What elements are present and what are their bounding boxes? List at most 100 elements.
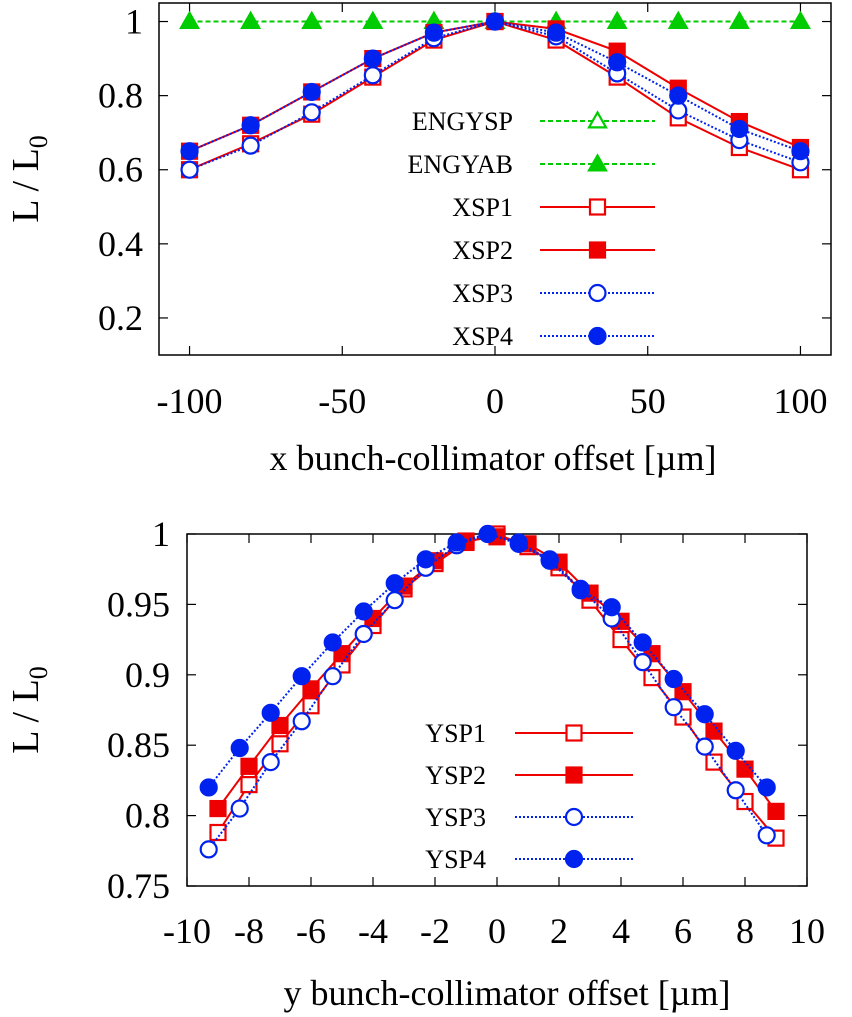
x-tick-label: -10 xyxy=(163,911,211,951)
data-point xyxy=(546,23,566,42)
legend-marker xyxy=(587,153,608,172)
data-point xyxy=(726,781,745,800)
y-tick-label: 1 xyxy=(125,2,143,42)
series-xsp4 xyxy=(180,12,810,161)
data-point xyxy=(199,840,218,859)
data-point xyxy=(302,103,321,122)
data-point xyxy=(271,716,289,735)
data-point xyxy=(669,86,688,105)
legend-label: YSP1 xyxy=(425,719,486,748)
data-point xyxy=(230,738,249,758)
data-point xyxy=(608,53,627,72)
x-tick-label: 0 xyxy=(486,381,504,421)
data-point xyxy=(791,142,810,161)
legend-marker xyxy=(587,110,608,129)
chart-x-offset: -100 -50 0 50 100 0.2 0.4 0.6 0.8 1 x bunch-collim… xyxy=(5,2,832,478)
data-point xyxy=(240,776,258,794)
x-tick-label: 8 xyxy=(736,911,754,951)
legend-marker xyxy=(565,766,583,784)
data-point xyxy=(240,757,258,775)
y-tick-label: 0.95 xyxy=(107,584,170,624)
legend-marker xyxy=(588,326,607,346)
legend-marker xyxy=(564,849,584,869)
x-tick-label: -100 xyxy=(157,381,223,421)
legend-label: XSP4 xyxy=(452,322,513,351)
data-point xyxy=(736,760,754,778)
data-point xyxy=(757,826,776,845)
x-tick-label: 100 xyxy=(773,381,827,421)
data-point xyxy=(606,10,628,30)
data-point xyxy=(790,10,811,30)
x-tick-label: -2 xyxy=(420,911,450,951)
data-point xyxy=(354,602,373,621)
data-point xyxy=(241,136,260,155)
legend-label: YSP4 xyxy=(425,845,486,874)
x-tick-label: -4 xyxy=(358,911,388,951)
series-line xyxy=(189,20,801,171)
y-axis-label: L / L0 xyxy=(5,666,53,754)
y-tick-label: 1 xyxy=(152,514,170,554)
y-tick-label: 0.2 xyxy=(98,298,143,338)
data-point xyxy=(271,735,289,753)
data-point xyxy=(705,722,723,740)
series-line xyxy=(207,532,768,789)
series-line xyxy=(189,20,801,153)
x-tick-label: 0 xyxy=(488,911,506,951)
data-point xyxy=(209,823,227,842)
legend-marker xyxy=(564,807,584,827)
data-point xyxy=(302,82,321,102)
data-point xyxy=(230,799,249,818)
data-point xyxy=(363,49,382,68)
series-line xyxy=(217,532,777,839)
data-point xyxy=(664,669,683,689)
legend-marker xyxy=(588,198,607,216)
data-point xyxy=(261,752,280,772)
legend-label: YSP3 xyxy=(425,803,486,832)
series-xsp2 xyxy=(180,12,810,160)
data-point xyxy=(571,581,590,600)
x-axis-label: x bunch-collimator offset [µm] xyxy=(270,438,717,478)
data-point xyxy=(669,101,688,120)
data-point xyxy=(199,778,218,797)
data-point xyxy=(633,653,652,672)
legend-label: XSP2 xyxy=(452,236,513,265)
data-point xyxy=(730,119,749,139)
data-point xyxy=(385,574,404,593)
legend-marker xyxy=(588,241,607,259)
y-axis-label-main: L / L xyxy=(5,148,47,223)
data-point xyxy=(241,116,260,135)
x-tick-label: 4 xyxy=(612,911,630,951)
series-ysp4 xyxy=(199,524,776,797)
data-point xyxy=(643,669,661,687)
data-point xyxy=(695,705,714,724)
data-point xyxy=(728,10,750,30)
data-point xyxy=(354,624,373,644)
legend-label: YSP2 xyxy=(425,761,486,790)
data-point xyxy=(757,778,776,797)
legend: ENGYSP ENGYAB XSP1 XSP2 XSP3 XSP4 xyxy=(408,107,655,351)
y-tick-label: 0.6 xyxy=(98,150,143,190)
y-axis-label: L / L0 xyxy=(5,135,53,223)
series-line xyxy=(189,20,801,171)
data-point xyxy=(301,10,323,30)
y-axis-label-main: L / L xyxy=(5,679,47,754)
data-point xyxy=(674,683,692,701)
data-point xyxy=(323,667,342,686)
data-point xyxy=(767,802,785,820)
x-tick-label: -6 xyxy=(296,911,326,951)
x-tick-label: 50 xyxy=(630,381,666,421)
data-point xyxy=(695,737,714,756)
legend-marker xyxy=(565,724,583,742)
data-point xyxy=(323,633,342,652)
data-point xyxy=(180,160,199,179)
data-point xyxy=(209,799,227,818)
legend-label: ENGYAB xyxy=(408,150,513,179)
data-point xyxy=(385,591,404,610)
y-tick-label: 0.8 xyxy=(125,796,170,836)
y-tick-label: 0.9 xyxy=(125,655,170,695)
legend: YSP1 YSP2 YSP3 YSP4 xyxy=(425,719,633,874)
data-point xyxy=(705,753,723,771)
data-point xyxy=(302,697,320,715)
data-point xyxy=(612,630,630,649)
y-tick-label: 0.75 xyxy=(107,866,170,906)
